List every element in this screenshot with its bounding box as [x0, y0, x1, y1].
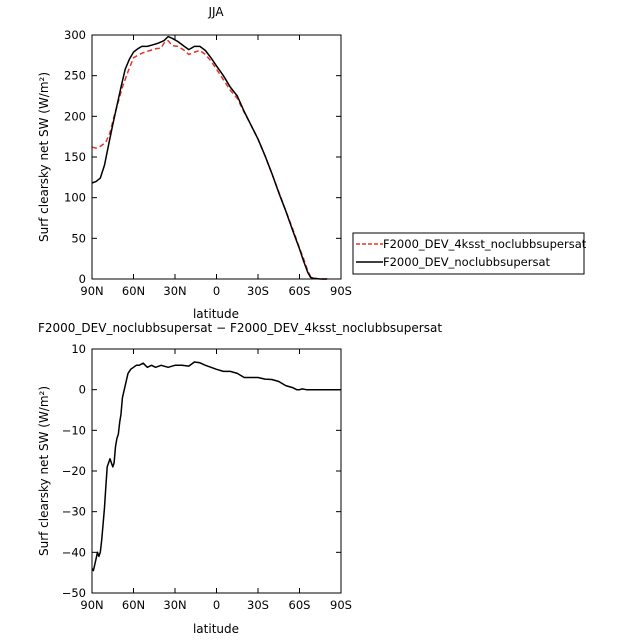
bottom-xlabel: latitude [193, 622, 239, 636]
top-series-line-0 [91, 39, 328, 280]
bottom-xtick-label: 30N [163, 598, 186, 612]
legend-label-dev: F2000_DEV_noclubbsupersat [383, 255, 551, 269]
top-ytick-label: 150 [64, 150, 86, 164]
bottom-ytick-label: 0 [79, 383, 86, 397]
top-xtick-label: 90S [330, 284, 352, 298]
bottom-ytick-label: −10 [62, 423, 86, 437]
top-ytick-label: 0 [79, 272, 86, 286]
top-ytick-label: 50 [71, 231, 86, 245]
top-xtick-label: 30S [247, 284, 269, 298]
top-ytick-label: 250 [64, 69, 86, 83]
top-xtick-label: 90N [80, 284, 103, 298]
top-xtick-label: 60N [122, 284, 145, 298]
bottom-xtick-label: 0 [213, 598, 220, 612]
bottom-ylabel: Surf clearsky net SW (W/m²) [37, 386, 51, 556]
bottom-ytick-label: −30 [62, 505, 86, 519]
top-plot-frame [91, 34, 342, 280]
legend: F2000_DEV_4ksst_noclubbsupersat F2000_DE… [352, 232, 587, 275]
panel-bottom: F2000_DEV_noclubbsupersat − F2000_DEV_4k… [37, 321, 442, 636]
top-ytick-label: 200 [64, 109, 86, 123]
top-ylabel: Surf clearsky net SW (W/m²) [37, 72, 51, 242]
top-xlabel: latitude [193, 307, 239, 321]
bottom-series-line-0 [91, 361, 341, 572]
bottom-plot-frame [91, 348, 342, 594]
bottom-xtick-label: 30S [247, 598, 269, 612]
bottom-xtick-label: 90N [80, 598, 103, 612]
legend-box [352, 232, 585, 275]
top-title: JJA [207, 5, 224, 19]
legend-label-4ksst: F2000_DEV_4ksst_noclubbsupersat [383, 237, 587, 251]
panel-top: JJA Surf clearsky net SW (W/m²) latitude… [37, 5, 352, 321]
top-xtick-label: 60S [289, 284, 311, 298]
top-ticks: 90N 60N 30N 0 30S 60S 90S 0 50 100 150 200 250 300 [64, 28, 352, 298]
top-ytick-label: 300 [64, 28, 86, 42]
bottom-xtick-label: 60S [289, 598, 311, 612]
bottom-xtick-label: 90S [330, 598, 352, 612]
bottom-ytick-label: −20 [62, 464, 86, 478]
top-series-line-1 [91, 35, 328, 280]
top-xtick-label: 0 [213, 284, 220, 298]
bottom-ticks: 90N 60N 30N 0 30S 60S 90S −50 −40 −30 −20 −10 0 10 [62, 342, 352, 612]
bottom-ytick-label: −40 [62, 545, 86, 559]
top-series-group [91, 35, 328, 280]
bottom-ytick-label: −50 [62, 586, 86, 600]
bottom-title: F2000_DEV_noclubbsupersat − F2000_DEV_4k… [38, 321, 442, 335]
bottom-ytick-label: 10 [71, 342, 86, 356]
bottom-series-group [91, 361, 341, 572]
bottom-xtick-label: 60N [122, 598, 145, 612]
top-ytick-label: 100 [64, 191, 86, 205]
top-xtick-label: 30N [163, 284, 186, 298]
